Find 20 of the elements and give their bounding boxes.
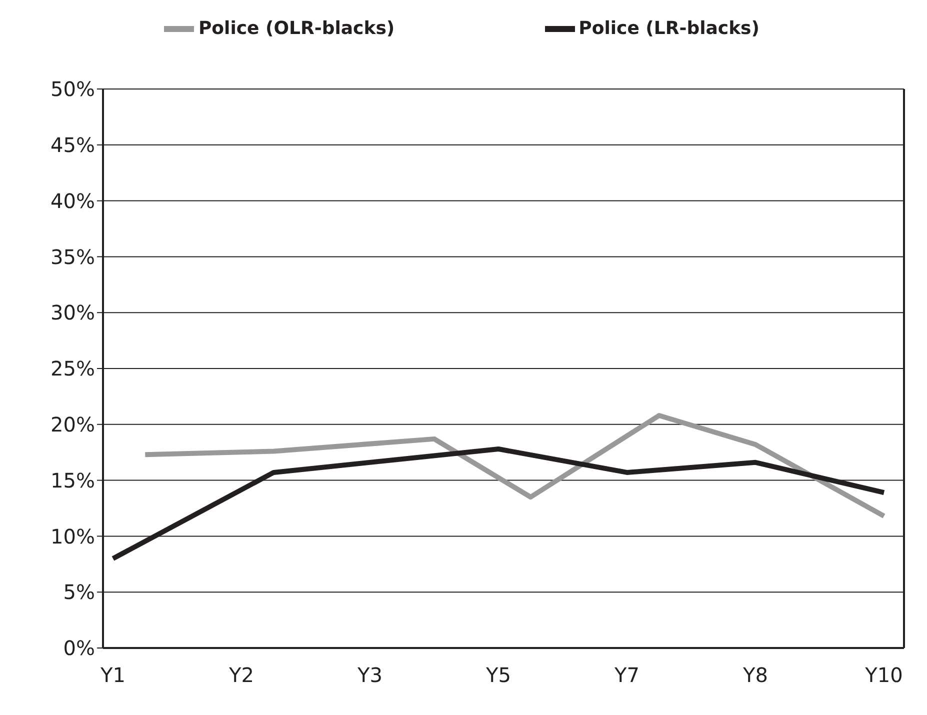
y-tick-label: 5% xyxy=(63,580,95,604)
x-tick-label: Y2 xyxy=(228,663,254,688)
legend-label: Police (LR-blacks) xyxy=(578,18,760,39)
x-tick-label: Y1 xyxy=(100,663,126,688)
y-tick-label: 50% xyxy=(50,77,95,102)
x-tick-label: Y10 xyxy=(864,663,903,688)
x-tick-label: Y5 xyxy=(485,663,511,688)
y-tick-label: 35% xyxy=(50,244,95,269)
legend-label: Police (OLR-blacks) xyxy=(197,18,395,39)
y-tick-label: 30% xyxy=(50,300,95,325)
x-tick-label: Y3 xyxy=(356,663,382,688)
y-tick-label: 20% xyxy=(50,412,95,436)
y-tick-label: 40% xyxy=(50,188,95,213)
x-tick-label: Y7 xyxy=(614,663,640,688)
x-tick-label: Y8 xyxy=(742,663,768,688)
y-tick-label: 10% xyxy=(50,524,95,548)
y-tick-label: 45% xyxy=(50,133,95,157)
y-tick-label: 15% xyxy=(50,468,95,492)
y-tick-label: 0% xyxy=(63,636,95,660)
y-tick-label: 25% xyxy=(50,356,95,381)
